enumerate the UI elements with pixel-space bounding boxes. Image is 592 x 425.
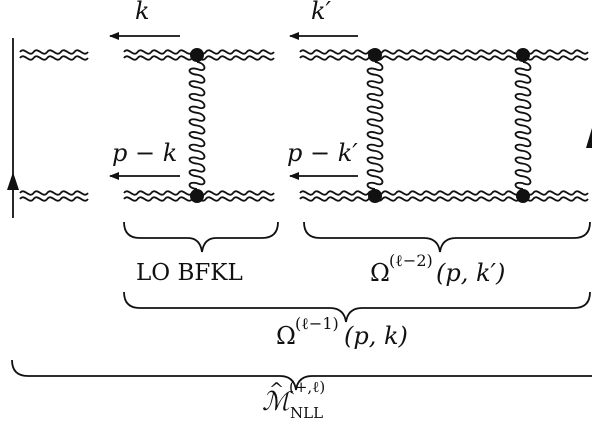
amplitude-sup: (+,ℓ) (289, 378, 325, 396)
top-left-wavy-line (19, 49, 89, 55)
amplitude-base: ℳ (262, 387, 293, 417)
vertex-dot (516, 189, 530, 203)
gluon-rung-1 (188, 61, 206, 190)
bottom-left-wavy-line-2 (19, 196, 89, 202)
omega-outer-args: (p, k) (344, 322, 408, 350)
label-kprime: k′ (311, 0, 332, 25)
top-wavy-lines (19, 49, 589, 61)
up-arrow-icon (7, 172, 19, 190)
top-left-wavy-line-2 (19, 55, 89, 61)
label-omega-outer: Ω (ℓ−1) (p, k) (276, 314, 408, 350)
right-edge-arrow-icon (586, 128, 592, 148)
amplitude-hat: ^ (269, 379, 284, 400)
omega-outer-base: Ω (276, 322, 296, 350)
omega-outer-sup: (ℓ−1) (295, 314, 339, 333)
vertex-dot (190, 48, 204, 62)
bottom-left-wavy-line (19, 190, 89, 196)
label-omega-inner: Ω (ℓ−2) (p, k′) (370, 251, 505, 287)
label-amplitude: ^ ℳ (+,ℓ) NLL (262, 378, 325, 422)
omega-inner-base: Ω (370, 259, 390, 287)
omega-inner-sup: (ℓ−2) (389, 251, 433, 270)
omega-inner-args: (p, k′) (436, 259, 505, 287)
top-right-wavy-line-2 (299, 55, 589, 61)
brace-lo-bfkl (123, 221, 279, 253)
vertex-dot (190, 189, 204, 203)
brace-omega-outer (123, 291, 591, 323)
bottom-wavy-lines (19, 190, 589, 202)
bottom-right-wavy-line-2 (299, 196, 589, 202)
label-p-minus-k: p − k (112, 139, 177, 167)
left-fermion-line (7, 38, 19, 218)
bottom-right-wavy-line (299, 190, 589, 196)
label-k: k (135, 0, 150, 25)
vertex-dot (516, 48, 530, 62)
gluon-rung-2 (366, 61, 384, 190)
amplitude-sub: NLL (290, 404, 323, 422)
label-lo-bfkl: LO BFKL (136, 260, 243, 286)
top-right-wavy-line (299, 49, 589, 55)
label-p-minus-kprime: p − k′ (287, 139, 358, 167)
vertex-dot (368, 189, 382, 203)
brace-amplitude (11, 359, 592, 391)
vertex-dot (368, 48, 382, 62)
brace-omega-inner (303, 221, 591, 253)
gluon-rung-3 (514, 61, 532, 190)
